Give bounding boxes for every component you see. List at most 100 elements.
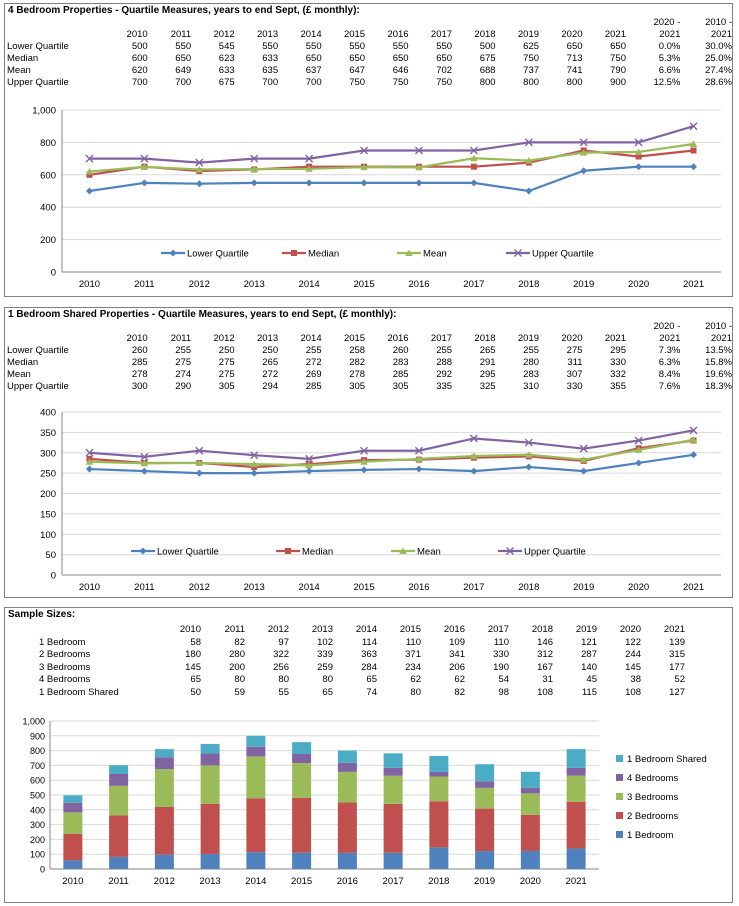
triangle-marker: [524, 157, 533, 164]
value-cell: 294: [262, 381, 279, 392]
value-cell: 255: [523, 345, 540, 356]
bar-segment: [520, 793, 540, 815]
value-cell: 311: [567, 357, 583, 368]
year-header: 2020: [561, 333, 583, 344]
blank-cell: [7, 29, 104, 41]
year-header: 2013: [256, 333, 279, 344]
value-cell: 750: [523, 53, 540, 64]
bar-segment: [246, 735, 266, 747]
x-tick-label: 2014: [299, 582, 320, 593]
blank-cell: [539, 17, 582, 29]
year-header: 2020: [561, 29, 583, 40]
value-cell: 713: [566, 53, 583, 64]
year-header: 2018: [474, 29, 496, 40]
change-cell: 19.6%: [705, 369, 732, 380]
value-cell: 305: [392, 381, 409, 392]
bar-segment: [109, 765, 129, 774]
value-cell: 550: [262, 41, 279, 52]
value-cell: 272: [305, 357, 322, 368]
bar-segment: [337, 750, 357, 763]
x-tick-label: 2020: [628, 279, 649, 290]
value-cell: 82: [234, 636, 245, 648]
bar-segment: [566, 767, 586, 776]
panel-title: 4 Bedroom Properties - Quartile Measures…: [8, 5, 360, 16]
sample-sizes-panel: Sample Sizes: 2010 2011 2012 2013 2014 2015 20…: [4, 607, 733, 903]
change-cell: 6.3%: [658, 357, 681, 368]
table-row: Lower Quartile 260 255 250 250 255 258 260 255 26…: [7, 345, 732, 357]
x-tick-label: 2018: [518, 582, 539, 593]
year-header: 2010: [126, 333, 148, 344]
value-cell: 750: [610, 53, 626, 64]
value-cell: 285: [392, 369, 409, 380]
value-cell: 312: [537, 649, 553, 661]
value-cell: 31: [542, 674, 553, 686]
x-marker: [469, 434, 478, 443]
triangle-marker: [470, 154, 478, 162]
value-cell: 315: [669, 649, 685, 661]
legend-swatch: [616, 774, 623, 781]
x-marker: [250, 451, 259, 460]
y-tick-label: 150: [40, 509, 56, 520]
value-cell: 50: [190, 686, 201, 698]
value-cell: 275: [566, 345, 583, 356]
diamond-marker: [85, 465, 93, 473]
x-tick-label: 2018: [428, 876, 449, 887]
x-marker: [524, 438, 533, 447]
change-cell: 28.6%: [705, 77, 732, 88]
bar-segment: [429, 801, 449, 848]
bar-segment: [63, 795, 83, 803]
value-cell: 121: [581, 636, 597, 648]
bar-segment: [566, 749, 586, 768]
value-cell: 291: [479, 357, 496, 368]
value-cell: 702: [436, 65, 453, 76]
value-cell: 65: [190, 674, 201, 686]
header-row: 2010 2011 2012 2013 2014 2015 2016 2017 2018 2019…: [7, 29, 732, 41]
value-cell: 283: [523, 369, 540, 380]
blank-cell: [365, 17, 408, 29]
value-cell: 274: [175, 369, 192, 380]
change-cell: 12.5%: [653, 77, 681, 88]
triangle-marker: [195, 459, 204, 466]
blank-cell: [583, 17, 626, 29]
value-cell: 305: [218, 381, 235, 392]
quartile-table: 2020 - 2010 - 2010 2011 2012 2013 2014 2015 2016…: [7, 17, 732, 89]
y-tick-label: 300: [30, 820, 45, 830]
diamond-marker: [169, 249, 177, 257]
value-cell: 260: [392, 345, 409, 356]
year-header: 2011: [224, 624, 245, 635]
value-cell: 283: [392, 357, 409, 368]
value-cell: 65: [366, 674, 377, 686]
table-row: 2 Bedrooms 180 280 322 339 363 371 341 330 312 287…: [9, 649, 685, 662]
x-marker: [305, 454, 314, 463]
triangle-marker: [85, 168, 94, 175]
bar-segment: [475, 851, 495, 869]
legend-label: 1 Bedroom Shared: [627, 754, 707, 765]
value-cell: 325: [479, 381, 496, 392]
value-cell: 74: [366, 686, 377, 698]
y-tick-label: 0: [40, 865, 45, 875]
value-cell: 265: [479, 345, 496, 356]
series-line: [89, 438, 694, 467]
value-cell: 741: [566, 65, 583, 76]
row-label: 3 Bedrooms: [39, 661, 91, 673]
value-cell: 139: [669, 636, 685, 648]
bar-segment: [200, 753, 220, 766]
value-cell: 122: [625, 636, 641, 648]
four-bedroom-panel: 4 Bedroom Properties - Quartile Measures…: [4, 3, 733, 297]
value-cell: 650: [566, 41, 583, 52]
series-line: [89, 165, 694, 193]
value-cell: 114: [361, 636, 377, 648]
triangle-marker: [140, 459, 149, 467]
row-label: Mean: [7, 369, 31, 380]
x-tick-label: 2013: [244, 582, 265, 593]
bar-segment: [383, 775, 403, 804]
value-cell: 244: [625, 649, 641, 661]
value-cell: 650: [175, 53, 192, 64]
triangle-marker: [689, 140, 698, 148]
x-tick-label: 2018: [518, 279, 539, 290]
year-header: 2014: [300, 333, 322, 344]
triangle-marker: [399, 547, 407, 554]
change-cell: 5.3%: [658, 53, 681, 64]
square-marker: [285, 548, 291, 554]
value-cell: 550: [305, 41, 322, 52]
